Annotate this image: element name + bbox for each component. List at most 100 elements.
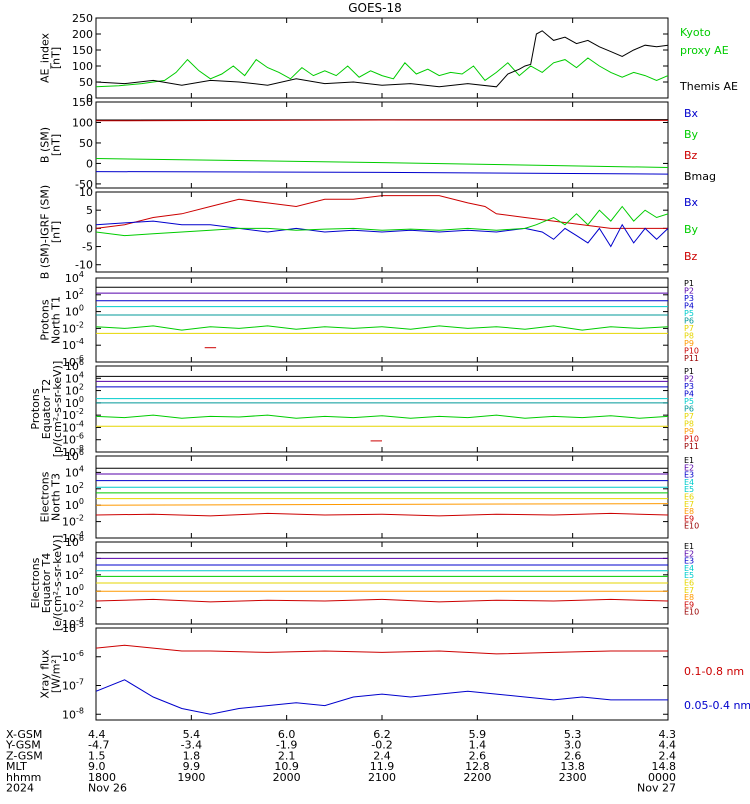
y-axis-label: North T3 — [50, 473, 63, 521]
y-tick-label: 10-8 — [62, 706, 84, 721]
y-axis-label: [W/m²] — [50, 655, 63, 693]
y-tick-label: -5 — [82, 241, 93, 254]
y-tick-label: 100 — [72, 60, 93, 73]
x-tick-label: 2100 — [368, 771, 396, 784]
legend-entry: 0.05-0.4 nm — [684, 699, 750, 712]
series-group — [96, 376, 668, 441]
y-tick-label: 100 — [65, 304, 84, 319]
legend-entry: Bmag — [684, 170, 716, 183]
panel-frame — [96, 278, 668, 362]
series-line-orange — [96, 504, 668, 506]
y-tick-label: 250 — [72, 12, 93, 25]
legend-entry: proxy AE — [680, 44, 729, 57]
legend-entry: 0.1-0.8 nm — [684, 665, 744, 678]
series-line-green — [96, 159, 668, 168]
y-tick-label: 0 — [86, 222, 93, 235]
legend-entry: P11 — [684, 354, 699, 363]
y-tick-label: 10-7 — [62, 678, 84, 693]
y-tick-label: 10-2 — [62, 320, 84, 335]
series-line-blue — [96, 680, 668, 715]
y-axis-label: [nT] — [50, 221, 63, 243]
y-tick-label: 10-6 — [62, 649, 84, 664]
y-tick-label: 200 — [72, 28, 93, 41]
legend-entry: P11 — [684, 442, 699, 451]
series-line-black — [96, 31, 668, 87]
y-tick-label: 10-4 — [62, 337, 84, 352]
figure-title: GOES-18 — [348, 1, 402, 15]
y-tick-label: 0 — [86, 157, 93, 170]
series-line-red — [96, 196, 668, 229]
y-axis-label: North T1 — [50, 296, 63, 344]
panel-frame — [96, 366, 668, 452]
y-tick-label: 104 — [65, 270, 84, 285]
y-tick-label: 104 — [65, 464, 84, 479]
series-line-blue — [96, 172, 668, 175]
legend-entry: Bz — [684, 250, 698, 263]
y-tick-label: 100 — [72, 116, 93, 129]
y-tick-label: 100 — [65, 497, 84, 512]
y-tick-label: 106 — [65, 448, 84, 463]
y-tick-label: 106 — [65, 534, 84, 549]
series-group — [96, 287, 668, 348]
series-line-green — [96, 207, 668, 236]
y-tick-label: 5 — [86, 204, 93, 217]
y-tick-label: 10-5 — [62, 620, 84, 635]
series-line-red — [96, 120, 668, 121]
y-tick-label: 10 — [79, 186, 93, 199]
legend-entry: Bx — [684, 107, 699, 120]
x-tick-label: 2300 — [559, 771, 587, 784]
legend-entry: By — [684, 223, 699, 236]
series-line-green — [96, 58, 668, 87]
series-group — [96, 120, 668, 175]
legend-entry: Bx — [684, 196, 699, 209]
panel-frame — [96, 18, 668, 98]
y-tick-label: 100 — [65, 583, 84, 598]
series-group — [96, 31, 668, 87]
legend-entry: Bz — [684, 149, 698, 162]
panel-frame — [96, 102, 668, 188]
panel-p_equator: 10610410210010-210-410-610-8ProtonsEquat… — [29, 358, 699, 459]
y-axis-label: [nT] — [50, 47, 63, 69]
x-tick-label: Nov 27 — [637, 782, 676, 795]
y-tick-label: 102 — [65, 567, 84, 582]
y-tick-label: 150 — [72, 96, 93, 109]
x-tick-label: 2200 — [463, 771, 491, 784]
series-line-red — [96, 645, 668, 654]
series-line-red — [96, 599, 668, 602]
legend-entry: E10 — [684, 608, 699, 617]
y-tick-label: 10-2 — [62, 514, 84, 529]
y-axis-label: [nT] — [50, 134, 63, 156]
legend-entry: Themis AE — [679, 80, 738, 93]
legend-entry: Kyoto — [680, 26, 711, 39]
x-row-label: 2024 — [6, 782, 34, 795]
series-group — [96, 196, 668, 247]
legend-entry: E10 — [684, 522, 699, 531]
legend-entry: By — [684, 128, 699, 141]
y-tick-label: 50 — [79, 76, 93, 89]
x-tick-label: Nov 26 — [88, 782, 127, 795]
panel-frame — [96, 628, 668, 720]
y-tick-label: 50 — [79, 137, 93, 150]
y-axis-label: [e/(cm²-s-sr-keV)] — [51, 535, 64, 631]
y-tick-label: 150 — [72, 44, 93, 57]
series-group — [96, 645, 668, 714]
y-tick-label: 10-2 — [62, 600, 84, 615]
series-line-green — [96, 326, 668, 330]
y-tick-label: 104 — [65, 550, 84, 565]
x-tick-label: 1900 — [177, 771, 205, 784]
series-line-red — [96, 513, 668, 516]
x-axis-table: X-GSMY-GSMZ-GSMMLThhmm20244.4-4.71.59.01… — [5, 18, 676, 795]
series-line-green — [96, 415, 668, 418]
y-tick-label: 102 — [65, 287, 84, 302]
y-axis-label: [p/(cm²-s-sr-keV)] — [51, 361, 64, 458]
